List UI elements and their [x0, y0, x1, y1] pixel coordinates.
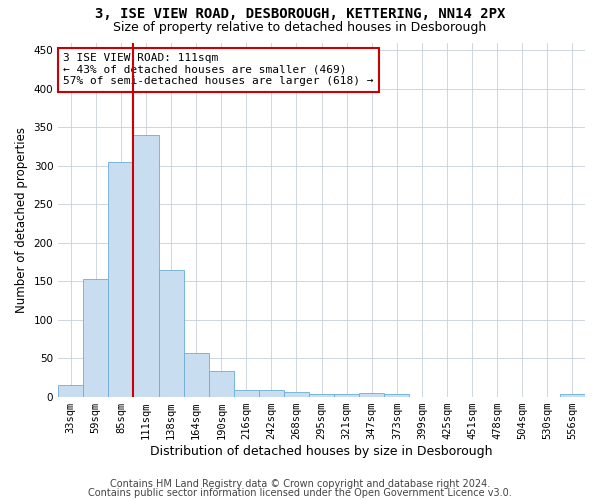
Bar — [560, 394, 585, 396]
Bar — [184, 352, 209, 397]
Bar — [83, 279, 109, 396]
X-axis label: Distribution of detached houses by size in Desborough: Distribution of detached houses by size … — [151, 444, 493, 458]
Bar — [359, 392, 385, 396]
Bar — [133, 135, 158, 396]
Bar — [385, 394, 409, 396]
Text: 3, ISE VIEW ROAD, DESBOROUGH, KETTERING, NN14 2PX: 3, ISE VIEW ROAD, DESBOROUGH, KETTERING,… — [95, 8, 505, 22]
Bar — [334, 394, 359, 396]
Bar — [284, 392, 309, 396]
Bar — [209, 371, 234, 396]
Text: Contains public sector information licensed under the Open Government Licence v3: Contains public sector information licen… — [88, 488, 512, 498]
Text: Contains HM Land Registry data © Crown copyright and database right 2024.: Contains HM Land Registry data © Crown c… — [110, 479, 490, 489]
Bar — [234, 390, 259, 396]
Text: 3 ISE VIEW ROAD: 111sqm
← 43% of detached houses are smaller (469)
57% of semi-d: 3 ISE VIEW ROAD: 111sqm ← 43% of detache… — [64, 53, 374, 86]
Bar — [158, 270, 184, 396]
Y-axis label: Number of detached properties: Number of detached properties — [15, 126, 28, 312]
Bar — [58, 385, 83, 396]
Bar — [259, 390, 284, 396]
Text: Size of property relative to detached houses in Desborough: Size of property relative to detached ho… — [113, 21, 487, 34]
Bar — [309, 394, 334, 396]
Bar — [109, 162, 133, 396]
